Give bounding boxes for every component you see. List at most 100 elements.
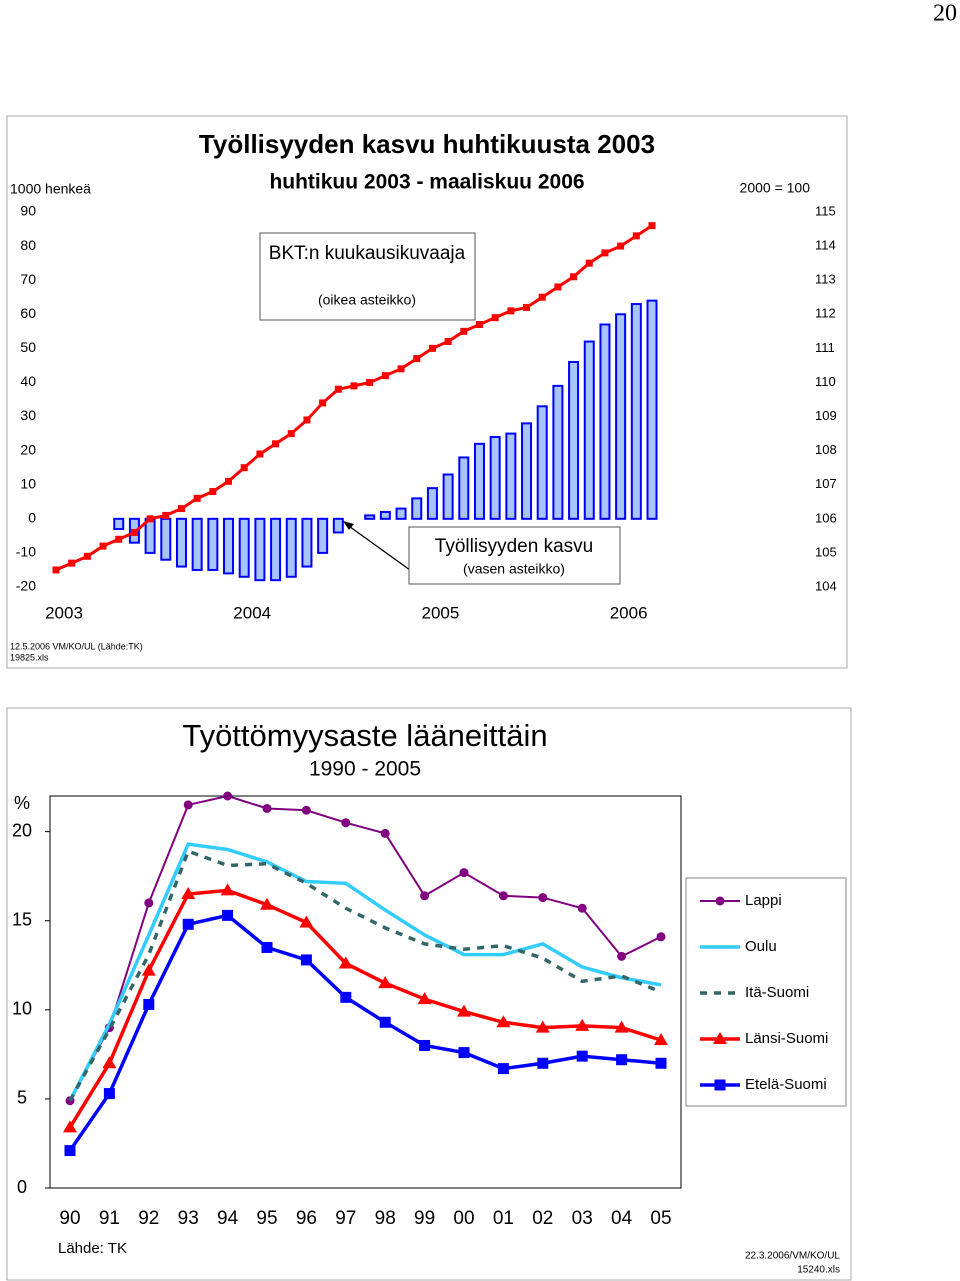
bar	[254, 517, 266, 582]
marker	[497, 1063, 509, 1075]
chart-frame	[6, 115, 848, 669]
y2-tick-label: 107	[815, 476, 837, 491]
bar	[442, 473, 454, 520]
page-number: 20	[933, 1, 957, 27]
marker	[338, 956, 353, 969]
y-tick-label: 50	[20, 339, 36, 355]
footer: 15240.xls	[797, 1265, 840, 1276]
bar	[599, 323, 611, 520]
marker	[654, 1033, 668, 1046]
legend-label: Etelä-Suomi	[745, 1076, 827, 1093]
y-tick-label: 10	[20, 475, 36, 491]
y-tick-label: 5	[17, 1088, 27, 1108]
plot-frame	[49, 795, 682, 1189]
y2-tick-label: 104	[815, 578, 837, 593]
marker	[491, 314, 499, 322]
bar	[160, 517, 172, 561]
bar	[238, 517, 250, 578]
marker	[570, 273, 578, 281]
x-tick-label: 94	[217, 1208, 239, 1229]
marker	[420, 891, 430, 901]
x-tick-label: 2005	[422, 603, 460, 622]
annotation-box	[259, 232, 476, 321]
chart-subtitle: 1990 - 2005	[309, 758, 421, 781]
x-tick-label: 92	[138, 1208, 159, 1229]
source: Lähde: TK	[58, 1240, 127, 1257]
y-tick-label: 10	[12, 999, 32, 1019]
marker	[340, 991, 352, 1003]
bar	[113, 517, 125, 531]
marker	[617, 951, 627, 961]
bar	[191, 517, 203, 571]
y-tick-label: 40	[20, 373, 36, 389]
x-tick-label: 96	[296, 1208, 317, 1229]
marker	[99, 542, 107, 550]
marker	[459, 868, 469, 878]
annotation-box	[408, 526, 621, 585]
marker	[63, 1120, 77, 1133]
y2-tick-label: 113	[815, 272, 836, 287]
bar	[552, 384, 564, 520]
bar	[583, 340, 595, 520]
chart-subtitle: huhtikuu 2003 - maaliskuu 2006	[269, 171, 584, 194]
marker	[182, 918, 194, 930]
footer: 22.3.2006/VM/KO/UL	[745, 1251, 840, 1262]
x-tick-label: 98	[375, 1208, 396, 1229]
marker	[222, 909, 234, 921]
arrow	[345, 523, 411, 571]
marker	[181, 887, 196, 899]
y-tick-label: 20	[12, 820, 32, 840]
marker	[272, 440, 280, 448]
marker	[223, 791, 233, 801]
y2-tick-label: 109	[815, 408, 837, 423]
y2-tick-label: 112	[815, 306, 836, 321]
marker	[299, 915, 314, 928]
marker	[507, 307, 515, 315]
marker	[220, 883, 235, 896]
chart-frame	[6, 707, 852, 1281]
y-tick-label: 90	[20, 203, 36, 219]
marker	[261, 941, 273, 953]
annotation: Työllisyyden kasvu	[435, 536, 593, 557]
x-tick-label: 01	[493, 1208, 514, 1229]
line	[68, 842, 662, 1102]
y-tick-label: 30	[20, 407, 36, 423]
marker	[538, 893, 548, 903]
bar	[536, 405, 548, 520]
marker	[380, 828, 390, 838]
marker	[460, 327, 468, 335]
marker	[538, 293, 546, 301]
bar	[223, 517, 235, 575]
legend-label: Itä-Suomi	[745, 984, 809, 1001]
marker	[177, 505, 185, 513]
marker	[303, 416, 311, 424]
marker	[632, 232, 640, 240]
marker	[350, 382, 358, 390]
marker	[379, 1016, 391, 1028]
marker	[334, 385, 342, 393]
marker	[162, 511, 170, 519]
y2-tick-label: 106	[815, 510, 837, 525]
marker	[381, 372, 389, 380]
y-axis-label: 1000 henkeä	[10, 181, 91, 197]
marker	[366, 378, 374, 386]
legend-marker	[713, 1032, 727, 1044]
annotation-note: (vasen asteikko)	[463, 561, 565, 577]
bar	[144, 517, 156, 554]
y2-tick-label: 108	[815, 442, 837, 457]
bar	[395, 507, 407, 520]
marker	[496, 1015, 511, 1028]
marker	[397, 365, 405, 373]
marker	[83, 552, 91, 560]
marker	[498, 891, 508, 901]
marker	[655, 1057, 667, 1069]
marker	[209, 488, 217, 496]
y-axis-label: %	[14, 793, 30, 813]
y2-tick-label: 111	[815, 340, 835, 355]
marker	[523, 303, 531, 311]
x-tick-label: 97	[335, 1208, 356, 1229]
legend-label: Oulu	[745, 938, 777, 955]
marker	[319, 399, 327, 407]
bar	[458, 456, 470, 520]
